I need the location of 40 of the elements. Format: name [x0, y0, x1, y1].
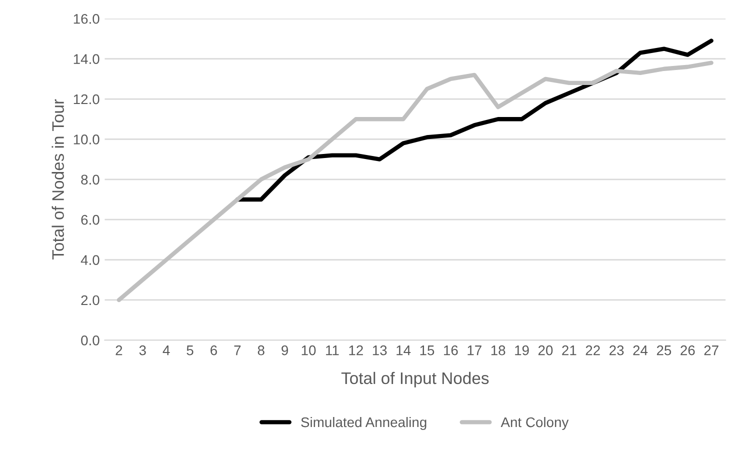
- x-tick-label: 9: [282, 345, 288, 356]
- x-tick-label: 19: [515, 345, 529, 356]
- y-tick-label: 8.0: [81, 174, 100, 185]
- y-tick-label: 10.0: [74, 134, 100, 144]
- y-tick-label: 0.0: [81, 336, 100, 346]
- x-tick-label: 20: [538, 345, 553, 356]
- x-tick-label: 11: [326, 346, 339, 356]
- x-tick-label: 16: [444, 345, 458, 356]
- y-tick-label: 14.0: [74, 54, 100, 64]
- x-tick-label: 18: [491, 345, 506, 356]
- x-tick-label: 7: [234, 346, 241, 356]
- line-series: [116, 60, 714, 302]
- x-tick-label: 12: [349, 345, 363, 356]
- x-tick-label: 22: [586, 345, 600, 356]
- x-tick-label: 8: [258, 345, 264, 356]
- y-tick-label: 16.0: [74, 14, 100, 24]
- x-tick-label: 15: [420, 346, 434, 356]
- x-tick-label: 10: [302, 345, 316, 356]
- x-tick-label: 6: [210, 345, 217, 356]
- x-tick-label: 21: [562, 345, 576, 356]
- x-axis-title: Total of Input Nodes: [341, 372, 489, 388]
- x-tick-label: 23: [610, 345, 624, 356]
- x-tick-label: 3: [139, 345, 146, 356]
- legend-label: Ant Colony: [500, 416, 569, 430]
- x-tick-label: 5: [186, 346, 194, 356]
- x-tick-label: 4: [162, 346, 170, 356]
- y-axis-title: Total of Nodes in Tour: [52, 99, 64, 260]
- y-tick-label: 4.0: [80, 255, 100, 265]
- y-tick-label: 6.0: [81, 214, 100, 225]
- y-tick-label: 2.0: [81, 295, 100, 306]
- legend-label: Simulated Annealing: [301, 416, 426, 430]
- x-tick-label: 25: [656, 345, 672, 356]
- x-tick-label: 14: [396, 346, 411, 356]
- y-tick-label: 12.0: [74, 94, 100, 104]
- x-tick-label: 13: [372, 345, 387, 356]
- x-tick-label: 26: [680, 345, 695, 356]
- x-tick-label: 24: [633, 345, 648, 356]
- x-tick-label: 17: [468, 346, 482, 356]
- x-tick-label: 27: [704, 345, 718, 356]
- x-tick-label: 2: [116, 345, 122, 356]
